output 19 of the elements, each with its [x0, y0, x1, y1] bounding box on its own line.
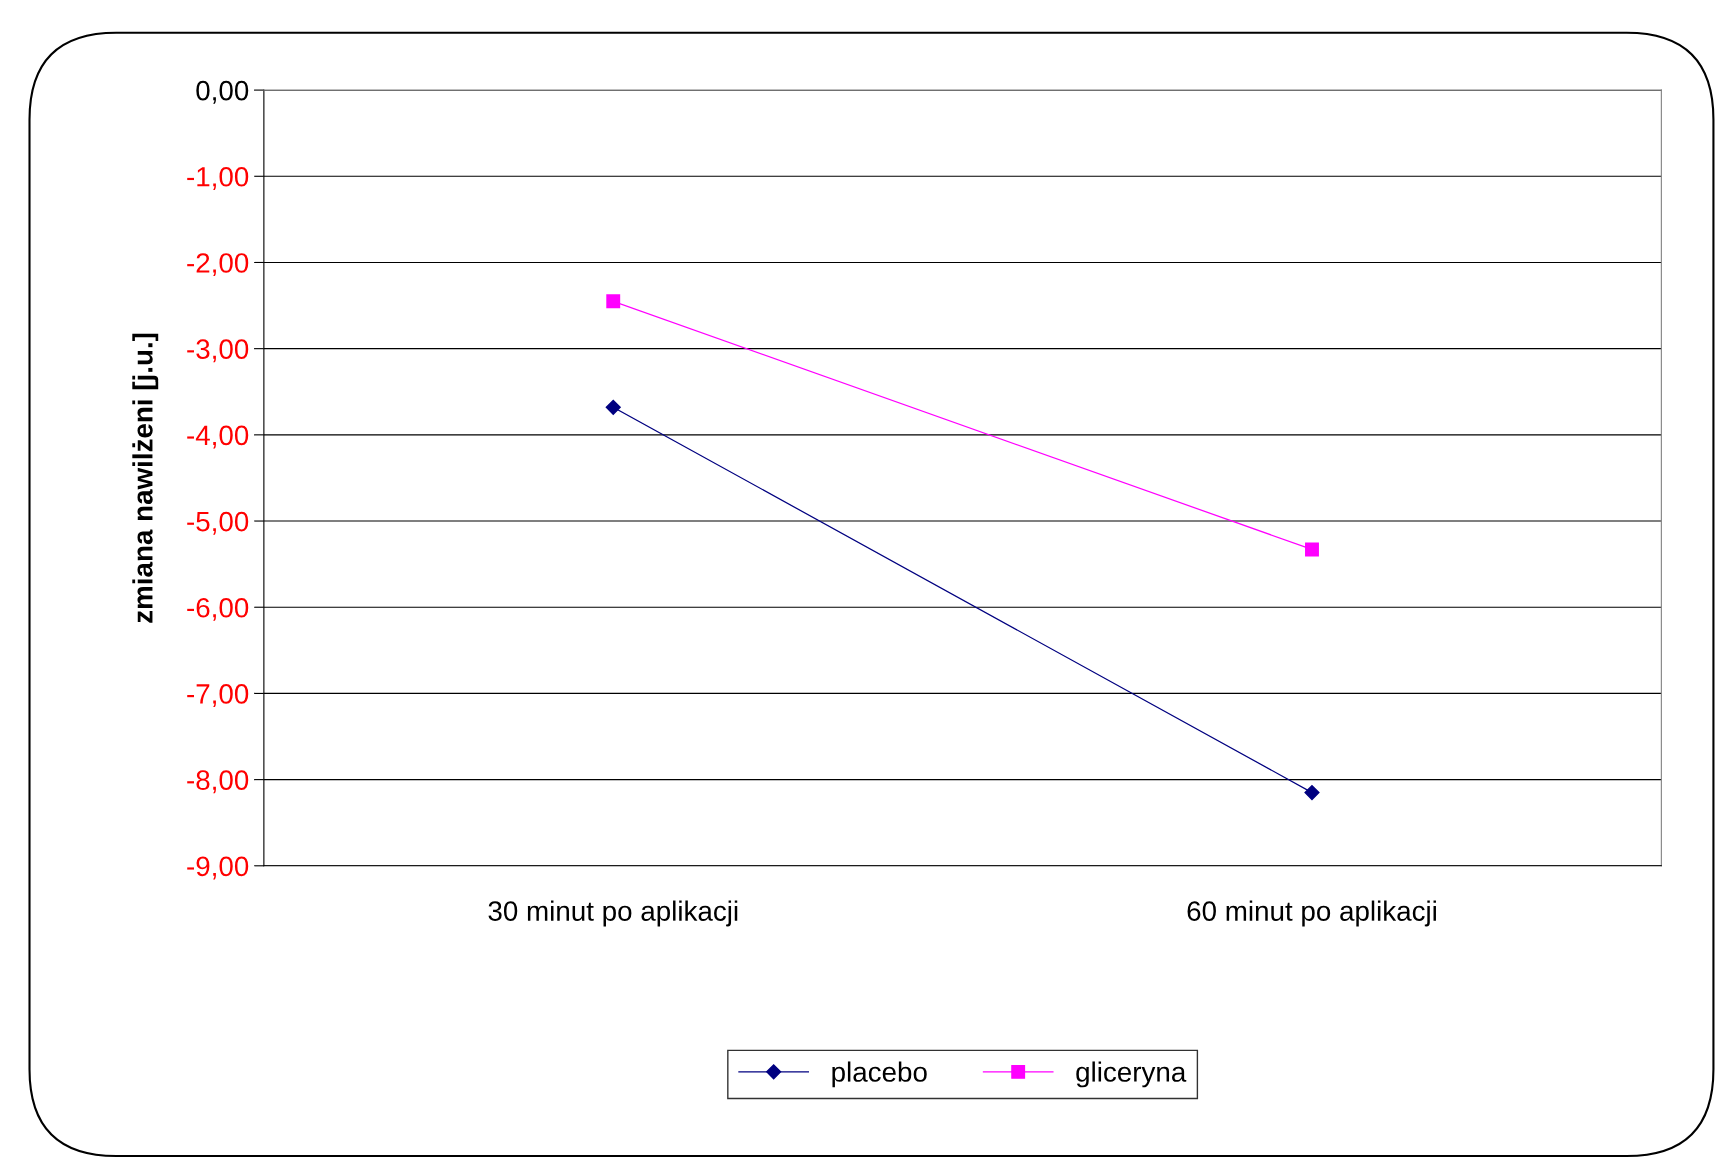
x-tick-label: 30 minut po aplikacji: [488, 900, 738, 927]
legend-label: placebo: [832, 1061, 927, 1088]
y-tick-label: -7,00: [187, 684, 249, 708]
y-axis-title: zmiana nawilżeni [j.u.]: [132, 333, 159, 623]
y-tick-label: -1,00: [187, 166, 249, 190]
legend-label: gliceryna: [1076, 1061, 1187, 1088]
point: [605, 399, 621, 415]
y-tick-label: -6,00: [187, 597, 249, 621]
y-tick-label: -4,00: [187, 425, 249, 449]
point: [606, 294, 621, 309]
y-tick-label: -9,00: [187, 856, 249, 880]
y-tick-label: 0,00: [196, 80, 249, 104]
y-tick-label: -2,00: [187, 253, 249, 277]
y-tick-label: -5,00: [187, 511, 249, 535]
point: [1304, 784, 1320, 801]
y-tick-label: -8,00: [187, 770, 249, 794]
point: [1305, 542, 1319, 557]
y-tick-label: -3,00: [187, 339, 249, 363]
x-tick-label: 60 minut po aplikacji: [1187, 900, 1436, 927]
